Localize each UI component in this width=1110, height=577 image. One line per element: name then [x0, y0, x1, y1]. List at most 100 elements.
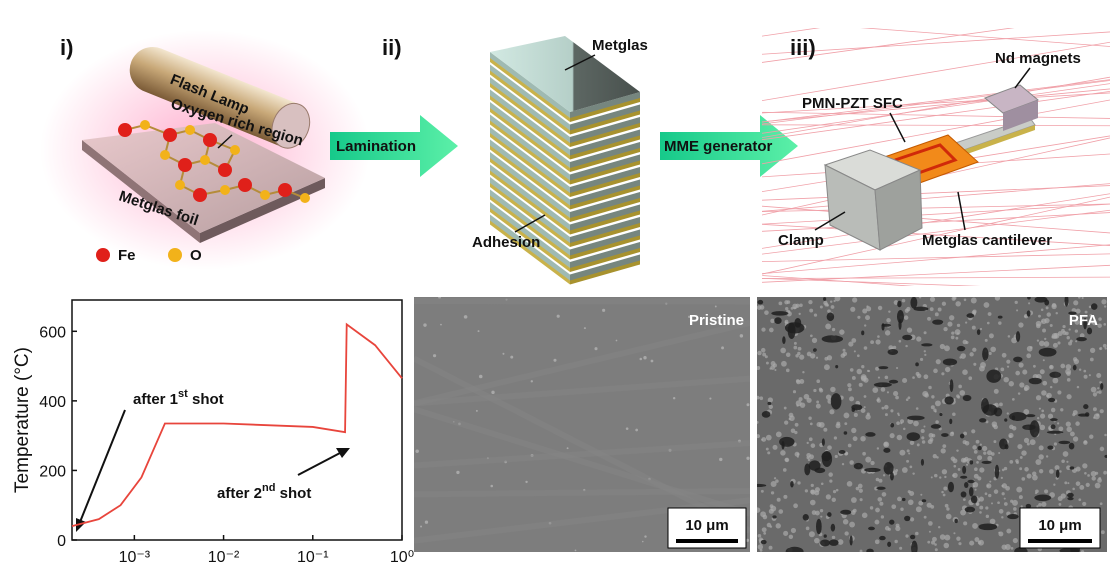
- speck: [719, 458, 722, 461]
- grain: [859, 489, 863, 493]
- pore: [850, 535, 853, 545]
- grain: [806, 456, 809, 459]
- grain: [756, 366, 760, 370]
- grain: [810, 334, 813, 337]
- grain: [906, 460, 909, 463]
- pore: [874, 382, 892, 387]
- grain: [1075, 421, 1080, 426]
- speck: [709, 398, 711, 400]
- grain: [924, 374, 929, 379]
- grain: [1047, 312, 1051, 316]
- grain: [781, 361, 787, 367]
- grain: [805, 489, 808, 492]
- grain: [906, 398, 909, 401]
- grain: [1084, 472, 1087, 475]
- grain: [850, 307, 855, 312]
- grain: [875, 539, 880, 544]
- pore: [822, 451, 832, 467]
- sem-label: PFA: [1069, 312, 1098, 329]
- grain: [821, 482, 824, 485]
- pore: [915, 362, 919, 366]
- grain: [1059, 470, 1061, 472]
- grain: [903, 428, 906, 431]
- grain: [860, 550, 863, 553]
- grain: [757, 351, 761, 355]
- grain: [1027, 442, 1030, 445]
- grain: [865, 315, 870, 320]
- grain: [905, 345, 907, 347]
- grain: [1019, 467, 1022, 470]
- grain: [778, 509, 783, 514]
- pore: [1022, 424, 1035, 430]
- pore: [827, 512, 831, 517]
- grain: [1064, 481, 1067, 484]
- grain: [924, 516, 927, 519]
- pore: [1047, 431, 1064, 434]
- grain: [832, 498, 836, 502]
- grain: [1067, 336, 1070, 339]
- grain: [974, 474, 979, 479]
- grain: [1041, 410, 1044, 413]
- pore: [1067, 493, 1074, 498]
- pore: [757, 300, 763, 304]
- speck: [440, 324, 442, 326]
- grain: [826, 494, 831, 499]
- grain: [877, 335, 880, 338]
- grain: [957, 324, 960, 327]
- grain: [758, 534, 762, 538]
- grain: [980, 362, 986, 368]
- grain: [832, 328, 835, 331]
- grain: [897, 435, 903, 441]
- grain: [1057, 422, 1059, 424]
- grain: [928, 386, 932, 390]
- pore: [982, 348, 988, 361]
- pore: [921, 459, 924, 466]
- grain: [1004, 502, 1008, 506]
- grain: [852, 376, 856, 380]
- grain: [756, 434, 760, 438]
- grain: [878, 377, 880, 379]
- grain: [1052, 378, 1058, 384]
- annotation-text: shot: [188, 391, 224, 408]
- y-tick-label: 600: [39, 324, 66, 341]
- grain: [902, 467, 908, 473]
- speck: [425, 521, 428, 524]
- grain: [756, 421, 759, 424]
- grain: [1096, 391, 1098, 393]
- pore: [1050, 418, 1058, 421]
- grain: [1091, 387, 1097, 393]
- grain: [935, 548, 938, 551]
- adhesion-label: Adhesion: [472, 234, 540, 251]
- grain: [1096, 413, 1099, 416]
- grain: [796, 379, 800, 383]
- grain: [882, 492, 887, 497]
- pore: [994, 407, 1003, 416]
- metglas-label: Metglas: [592, 37, 648, 54]
- y-axis-label: Temperature (°C): [12, 347, 33, 493]
- grain: [1042, 329, 1046, 333]
- grain: [1024, 467, 1029, 472]
- pore: [1083, 404, 1088, 409]
- arrow-mme: MME generator: [660, 115, 798, 177]
- grain: [1001, 477, 1003, 479]
- grain: [1021, 505, 1023, 507]
- sem-pfa: PFA 10 μm: [751, 294, 1109, 557]
- grain: [860, 498, 863, 501]
- grain: [940, 534, 946, 540]
- grain: [836, 489, 839, 492]
- pore: [786, 547, 804, 557]
- grain: [1020, 456, 1023, 459]
- pore: [881, 324, 891, 327]
- grain: [896, 421, 900, 425]
- speck: [456, 471, 459, 474]
- chart: Temperature (°C) after 1st shot after 2n…: [12, 300, 414, 566]
- grain: [764, 310, 769, 315]
- grain: [766, 448, 769, 451]
- grain: [1021, 450, 1026, 455]
- speck: [746, 403, 749, 406]
- pore: [1027, 310, 1031, 316]
- speck: [584, 327, 586, 329]
- grain: [862, 452, 866, 456]
- pore: [868, 527, 875, 531]
- grain: [929, 433, 934, 438]
